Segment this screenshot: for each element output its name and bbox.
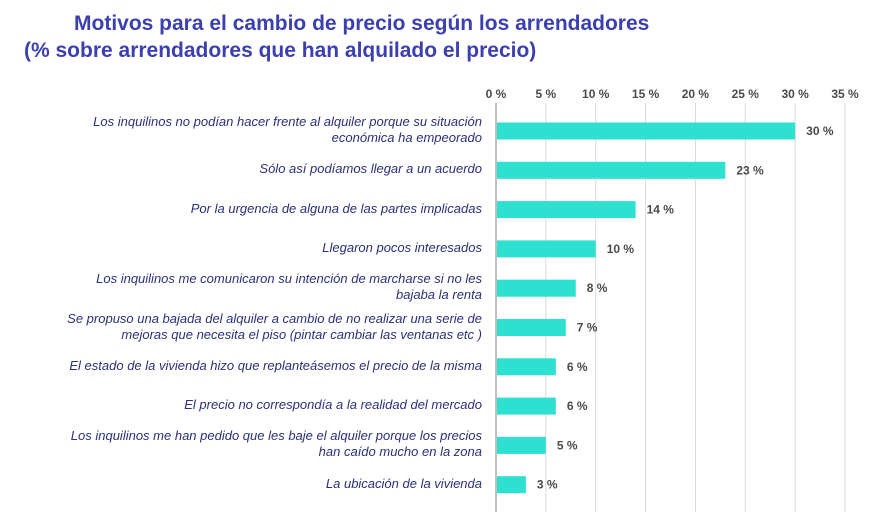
bars — [497, 122, 796, 494]
category-label: Los inquilinos me comunicaron su intenci… — [12, 271, 482, 303]
data-label: 23 % — [736, 163, 764, 177]
category-label: Sólo así podíamos llegar a un acuerdo — [12, 161, 482, 177]
x-tick-label: 0 % — [486, 87, 507, 101]
x-tick-label: 30 % — [781, 87, 809, 101]
chart-title-line-1: Motivos para el cambio de precio según l… — [74, 12, 650, 35]
bar — [497, 358, 556, 376]
category-label-line: La ubicación de la vivienda — [325, 475, 482, 491]
data-label: 6 % — [567, 399, 588, 413]
category-label-line: Los inquilinos no podían hacer frente al… — [93, 114, 482, 129]
data-label: 30 % — [806, 124, 834, 138]
category-label: Los inquilinos me han pedido que les baj… — [12, 428, 482, 460]
bar — [497, 436, 546, 454]
category-label-line: económica ha empeorado — [331, 130, 482, 145]
category-label-line: Los inquilinos me han pedido que les baj… — [70, 428, 482, 444]
x-tick-label: 25 % — [732, 87, 760, 101]
category-label-line: El estado de la vivienda hizo que replan… — [69, 357, 482, 373]
category-label-line: Llegaron pocos interesados — [322, 239, 482, 255]
category-label-line: han caído mucho en la zona — [318, 444, 482, 460]
bar — [497, 240, 596, 258]
data-label: 6 % — [567, 360, 588, 374]
category-label: Se propuso una bajada del alquiler a cam… — [12, 311, 482, 343]
data-label: 14 % — [647, 203, 675, 217]
chart-title: Motivos para el cambio de precio según l… — [0, 10, 700, 64]
x-tick-label: 35 % — [831, 87, 859, 101]
x-tick-label: 5 % — [536, 87, 557, 101]
data-label: 7 % — [577, 321, 598, 335]
bar — [497, 122, 796, 140]
category-label-line: Se propuso una bajada del alquiler a cam… — [67, 310, 482, 326]
category-label: El estado de la vivienda hizo que replan… — [12, 358, 482, 374]
bar — [497, 397, 556, 415]
category-label-line: Los inquilinos me comunicaron su intenci… — [96, 271, 482, 287]
bar — [497, 161, 726, 179]
bar — [497, 279, 576, 297]
bar — [497, 476, 526, 494]
category-label-line: mejoras que necesita el piso (pintar cam… — [121, 326, 482, 342]
chart-title-line-2: (% sobre arrendadores que han alquilado … — [24, 39, 537, 62]
category-label: Por la urgencia de alguna de las partes … — [12, 201, 482, 217]
data-label: 3 % — [537, 478, 558, 492]
data-labels: 30 % 23 % 14 % 10 % 8 % 7 % 6 % 6 % 5 % 3 % — [537, 124, 834, 492]
category-label-line: Por la urgencia de alguna de las partes … — [190, 200, 482, 216]
category-label: Llegaron pocos interesados — [12, 240, 482, 256]
data-label: 8 % — [587, 281, 608, 295]
category-label: La ubicación de la vivienda — [12, 476, 482, 492]
x-axis-ticks: 0 % 5 % 10 % 15 % 20 % 25 % 30 % 35 % — [486, 87, 859, 101]
category-label-line: bajaba la renta — [395, 287, 482, 303]
x-tick-label: 20 % — [682, 87, 710, 101]
bar — [497, 201, 636, 219]
category-label-line: Sólo así podíamos llegar a un acuerdo — [259, 161, 482, 177]
x-tick-label: 15 % — [632, 87, 660, 101]
data-label: 10 % — [607, 242, 635, 256]
bar — [497, 319, 566, 336]
category-label: El precio no correspondía a la realidad … — [12, 397, 482, 413]
category-label: Los inquilinos no podían hacer frente al… — [12, 114, 482, 146]
data-label: 5 % — [557, 438, 578, 452]
category-label-line: El precio no correspondía a la realidad … — [184, 397, 482, 413]
x-tick-label: 10 % — [582, 87, 610, 101]
